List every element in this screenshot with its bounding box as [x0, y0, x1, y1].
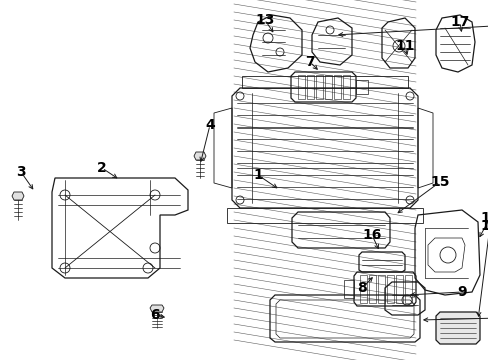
Text: 12: 12	[479, 219, 488, 233]
Text: 6: 6	[150, 308, 160, 322]
Text: 11: 11	[394, 39, 414, 53]
Text: 16: 16	[362, 228, 381, 242]
Polygon shape	[435, 312, 479, 344]
Text: 2: 2	[97, 161, 107, 175]
Text: 8: 8	[356, 281, 366, 295]
Text: 1: 1	[253, 168, 263, 182]
Text: 10: 10	[479, 211, 488, 225]
Text: 17: 17	[449, 15, 469, 29]
Text: 15: 15	[429, 175, 449, 189]
Text: 4: 4	[204, 118, 214, 132]
Text: 7: 7	[305, 55, 314, 69]
Polygon shape	[194, 152, 205, 160]
Text: 3: 3	[16, 165, 26, 179]
Polygon shape	[150, 305, 163, 312]
Polygon shape	[12, 192, 24, 200]
Text: 9: 9	[456, 285, 466, 299]
Text: 13: 13	[255, 13, 274, 27]
